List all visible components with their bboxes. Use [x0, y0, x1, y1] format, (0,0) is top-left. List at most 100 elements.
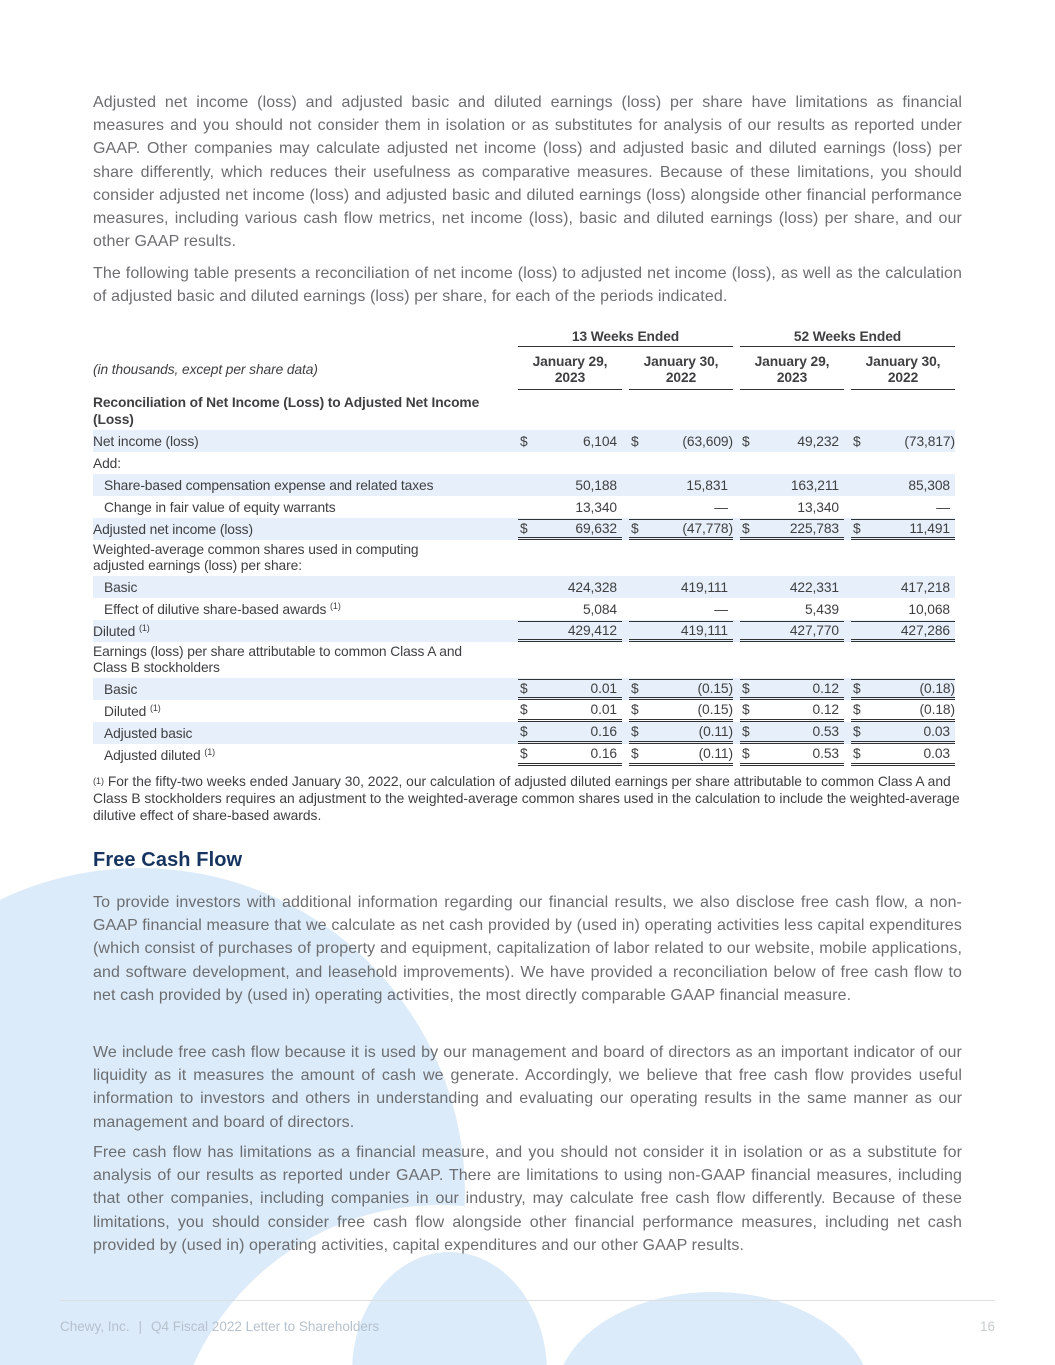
row-label: Diluted (1)	[93, 620, 511, 643]
row-label: Effect of dilutive share-based awards (1…	[93, 601, 341, 617]
value-cell: 429,412	[567, 622, 617, 638]
value-cell: 0.16	[590, 746, 618, 762]
footer-divider	[60, 1300, 995, 1301]
column-header-line: January 29,	[532, 353, 608, 369]
currency-symbol: $	[520, 724, 528, 740]
currency-symbol: $	[853, 433, 861, 449]
value-cell: 50,188	[575, 477, 617, 493]
footnote-marker: (1)	[204, 746, 216, 757]
value-cell: (0.11)	[698, 746, 734, 762]
free-cash-flow-heading: Free Cash Flow	[93, 849, 243, 871]
row-label: Change in fair value of equity warrants	[104, 499, 336, 515]
value-cell: 163,211	[790, 477, 839, 493]
value-cell: 427,286	[900, 622, 950, 638]
value-cell: 0.03	[923, 724, 951, 740]
value-cell: 0.12	[812, 702, 840, 718]
row-label: Basic	[104, 579, 138, 595]
table-date-header-row: (in thousands, except per share data) Ja…	[93, 350, 955, 392]
column-header-line: January 29,	[754, 353, 830, 369]
value-cell: 0.16	[590, 724, 618, 740]
value-cell: 417,218	[900, 579, 950, 595]
row-label: Add:	[93, 455, 121, 471]
value-cell: 6,104	[582, 433, 617, 449]
row-label: Weighted-average common shares used in c…	[93, 541, 419, 574]
value-cell: (0.11)	[698, 724, 734, 740]
table-section-header-row: Reconciliation of Net Income (Loss) to A…	[93, 392, 955, 430]
table-row: Earnings (loss) per share attributable t…	[93, 642, 955, 678]
value-cell: —	[936, 499, 950, 515]
fcf-paragraph-2: We include free cash flow because it is …	[93, 1044, 962, 1131]
column-group-52-weeks: 52 Weeks Ended	[740, 329, 955, 347]
value-cell: 0.53	[812, 724, 840, 740]
footer-company: Chewy, Inc.	[60, 1319, 130, 1334]
value-cell: 422,331	[789, 579, 839, 595]
table-row: Basic 424,328 419,111 422,331 417,218	[93, 576, 955, 599]
value-cell: (0.15)	[697, 680, 734, 696]
row-label: Share-based compensation expense and rel…	[104, 477, 434, 493]
footnote-text: For the fifty-two weeks ended January 30…	[93, 774, 960, 824]
footnote-marker: (1)	[149, 702, 161, 713]
footnote-marker: (1)	[93, 776, 104, 787]
column-header: January 30, 2022	[851, 352, 955, 391]
value-cell: 419,111	[680, 579, 728, 595]
page-number: 16	[979, 1319, 995, 1334]
row-label: Adjusted basic	[104, 725, 193, 741]
column-header: January 29, 2023	[740, 352, 844, 391]
table-row: Net income (loss) $6,104 $ (63,609) $49,2…	[93, 430, 955, 453]
row-label-text: Diluted	[93, 623, 136, 639]
column-header-line: January 30,	[643, 353, 719, 369]
currency-symbol: $	[853, 746, 861, 762]
currency-symbol: $	[520, 680, 528, 696]
value-cell: 5,439	[804, 601, 839, 617]
intro-paragraph-2: The following table presents a reconcili…	[93, 265, 962, 306]
table-row: Diluted (1) $0.01 $ (0.15) $0.12 $ (0.18)	[93, 700, 955, 722]
currency-symbol: $	[742, 702, 750, 718]
value-cell: 427,770	[789, 622, 839, 638]
value-cell: —	[714, 499, 728, 515]
value-cell: 85,308	[908, 477, 950, 493]
column-header-line: 2022	[887, 370, 919, 385]
reconciliation-table: 13 Weeks Ended 52 Weeks Ended (in thousa…	[93, 326, 955, 766]
table-row: Adjusted diluted (1) $0.16 $ (0.11) $0.53…	[93, 744, 955, 766]
currency-symbol: $	[853, 520, 861, 536]
value-cell: 419,111	[680, 622, 728, 638]
row-label: Adjusted diluted (1)	[93, 746, 216, 763]
currency-symbol: $	[742, 746, 750, 762]
currency-symbol: $	[631, 680, 639, 696]
currency-symbol: $	[631, 433, 639, 449]
table-row: Share-based compensation expense and rel…	[93, 474, 955, 497]
value-cell: (0.15)	[697, 702, 734, 718]
currency-symbol: $	[853, 702, 861, 718]
row-label: Earnings (loss) per share attributable t…	[93, 643, 463, 676]
currency-symbol: $	[520, 520, 528, 536]
currency-symbol: $	[520, 746, 528, 762]
value-cell: 5,084	[582, 601, 617, 617]
value-cell: (73,817)	[904, 433, 955, 449]
currency-symbol: $	[520, 702, 528, 718]
currency-symbol: $	[742, 680, 750, 696]
currency-symbol: $	[520, 433, 528, 449]
table-group-header-row: 13 Weeks Ended 52 Weeks Ended	[93, 326, 955, 350]
reconciliation-table-section: 13 Weeks Ended 52 Weeks Ended (in thousa…	[93, 326, 962, 824]
row-label: Basic	[104, 681, 138, 697]
value-cell: 0.03	[923, 746, 951, 762]
value-cell: 49,232	[797, 433, 839, 449]
fcf-paragraph-3: Free cash flow has limitations as a fina…	[93, 1144, 962, 1254]
table-row: Basic $0.01 $ (0.15) $0.12 $ (0.18)	[93, 678, 955, 701]
column-header-line: 2023	[776, 370, 808, 385]
currency-symbol: $	[742, 724, 750, 740]
column-group-13-weeks: 13 Weeks Ended	[518, 329, 733, 347]
value-cell: (0.18)	[919, 702, 956, 718]
page-footer: Chewy, Inc. | Q4 Fiscal 2022 Letter to Sha…	[60, 1300, 995, 1334]
value-cell: 0.01	[590, 680, 618, 696]
row-label: Net income (loss)	[93, 430, 511, 453]
section-header: Reconciliation of Net Income (Loss) to A…	[93, 395, 480, 427]
table-footnote: (1) For the fifty-two weeks ended Januar…	[93, 773, 962, 824]
currency-symbol: $	[631, 724, 639, 740]
value-cell: 0.01	[590, 702, 618, 718]
row-label: Adjusted net income (loss)	[93, 518, 511, 541]
value-cell: 225,783	[789, 520, 839, 536]
table-row: Adjusted basic $0.16 $ (0.11) $0.53 $0.03	[93, 722, 955, 745]
value-cell: —	[714, 601, 728, 617]
